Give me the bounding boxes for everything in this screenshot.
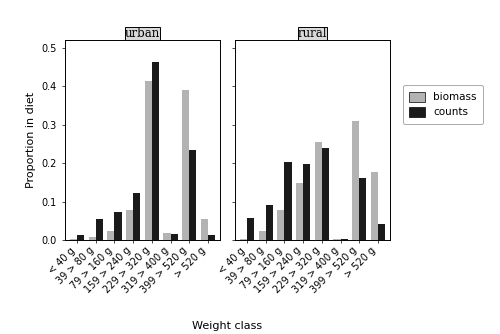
Bar: [182, 90, 189, 240]
Bar: [144, 80, 152, 240]
Bar: [322, 148, 329, 240]
Bar: [296, 183, 303, 240]
Bar: [77, 235, 84, 240]
Bar: [278, 210, 284, 240]
Bar: [201, 219, 208, 240]
Text: rural: rural: [298, 27, 327, 40]
Bar: [152, 62, 159, 240]
Bar: [208, 235, 215, 240]
Y-axis label: Proportion in diet: Proportion in diet: [26, 92, 36, 188]
Bar: [378, 224, 385, 240]
Bar: [88, 236, 96, 240]
Bar: [352, 121, 359, 240]
Bar: [170, 233, 177, 240]
Bar: [284, 162, 292, 240]
Bar: [340, 238, 347, 240]
Bar: [189, 150, 196, 240]
Bar: [334, 238, 340, 240]
Bar: [108, 231, 114, 240]
Bar: [266, 205, 273, 240]
Bar: [359, 178, 366, 240]
Legend: biomass, counts: biomass, counts: [403, 86, 483, 124]
Bar: [133, 193, 140, 240]
Bar: [303, 164, 310, 240]
Bar: [371, 172, 378, 240]
Bar: [70, 238, 77, 240]
Bar: [164, 233, 170, 240]
Bar: [114, 211, 121, 240]
Bar: [96, 218, 103, 240]
Bar: [240, 238, 247, 240]
Bar: [314, 142, 322, 240]
Text: Weight class: Weight class: [192, 321, 262, 331]
Bar: [258, 231, 266, 240]
Bar: [247, 218, 254, 240]
Bar: [126, 210, 133, 240]
Text: urban: urban: [125, 27, 160, 40]
